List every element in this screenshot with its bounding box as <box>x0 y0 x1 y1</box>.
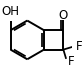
Text: O: O <box>59 9 68 22</box>
Text: F: F <box>76 40 82 53</box>
Text: F: F <box>68 55 74 68</box>
Text: OH: OH <box>1 5 20 18</box>
